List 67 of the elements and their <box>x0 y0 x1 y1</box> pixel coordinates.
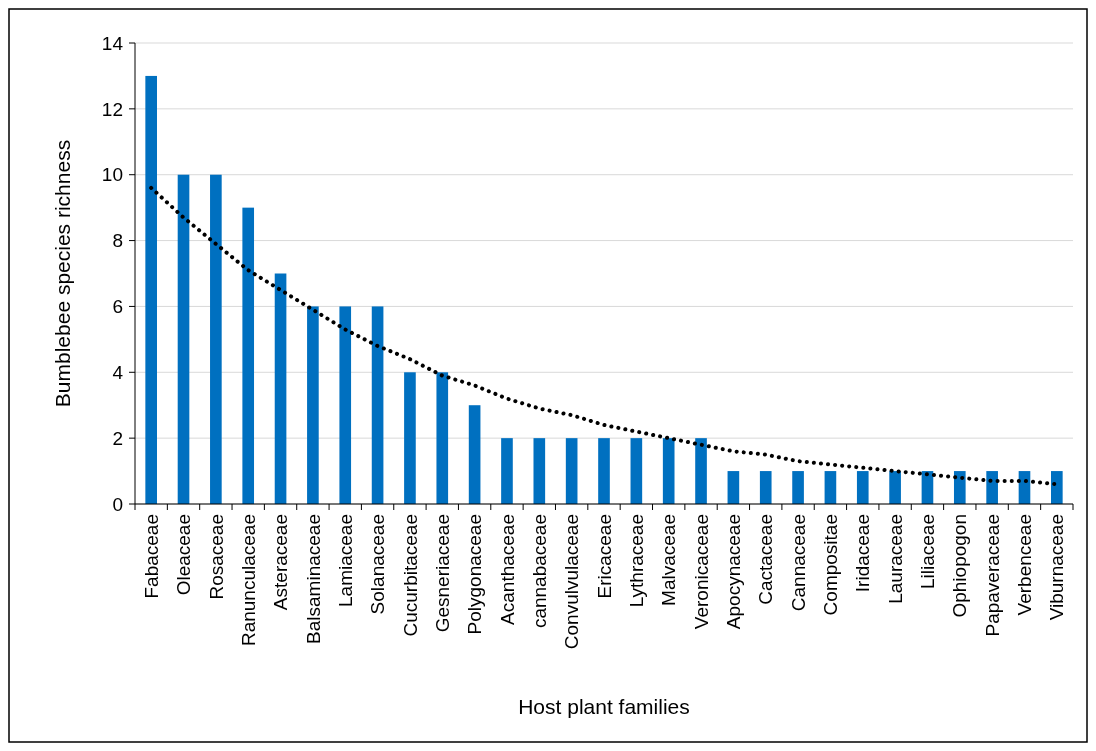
y-tick-label: 0 <box>112 493 123 515</box>
bar <box>371 306 384 504</box>
line-series <box>149 185 1059 487</box>
bar <box>501 438 513 504</box>
x-tick-label: Papaveraceae <box>981 514 1003 637</box>
x-tick-label: Asteraceae <box>270 514 292 611</box>
bar <box>598 438 610 504</box>
x-tick-label: Fabaceae <box>140 514 162 599</box>
x-tick-label: Gesneriaceae <box>431 514 453 633</box>
bar <box>695 438 707 504</box>
x-tick-label: Ophiopogon <box>949 514 971 618</box>
bar <box>856 471 869 504</box>
x-axis-title: Host plant families <box>518 695 690 718</box>
x-tick-label: Cactaceae <box>755 514 777 605</box>
bar <box>759 471 772 504</box>
bar <box>630 438 643 504</box>
bar <box>242 207 255 504</box>
x-tick-label: Ericaceae <box>593 514 615 599</box>
y-tick-label: 14 <box>101 32 124 54</box>
bar <box>339 306 352 504</box>
bar <box>889 471 901 504</box>
bar <box>177 174 190 504</box>
bar <box>953 471 966 504</box>
x-tick-label: Compositae <box>820 514 842 616</box>
bar <box>307 306 319 504</box>
bar <box>210 174 222 504</box>
y-tick-label: 2 <box>112 427 123 449</box>
x-tick-label: Veronicaceae <box>690 514 712 630</box>
bar <box>468 405 481 504</box>
bar <box>824 471 837 504</box>
bar <box>145 75 157 504</box>
x-tick-label: Cucurbitaceae <box>399 514 421 637</box>
bar <box>986 471 998 504</box>
x-tick-label: Lamiaceae <box>334 514 356 607</box>
bar <box>533 438 546 504</box>
bar <box>274 273 287 504</box>
x-tick-label: Verbenceae <box>1014 514 1036 616</box>
x-tick-label: Lauraceae <box>884 514 906 604</box>
x-tick-label: Rosaceae <box>205 514 227 600</box>
y-tick-label: 4 <box>112 361 124 383</box>
bar <box>436 372 449 504</box>
bar <box>565 438 578 504</box>
bar <box>727 471 740 504</box>
y-tick-label: 6 <box>112 296 123 318</box>
y-axis-title: Bumblebee species richness <box>51 139 74 408</box>
x-tick-label: Apocynaceae <box>723 514 745 630</box>
x-tick-label: Balsaminaceae <box>302 514 324 644</box>
y-tick-label: 12 <box>101 98 123 120</box>
x-tick-label: Polygonaceae <box>464 514 486 635</box>
y-tick-label: 8 <box>112 230 123 252</box>
bar <box>404 372 416 504</box>
x-tick-label: Convulvulaceae <box>561 514 583 650</box>
x-tick-label: Acanthaceae <box>496 514 518 625</box>
y-tick-label: 10 <box>101 164 123 186</box>
x-tick-label: Malvaceae <box>658 514 680 606</box>
x-tick-label: Viburnaceae <box>1046 514 1068 621</box>
x-tick-label: Lythraceae <box>625 514 647 608</box>
x-tick-label: Cannaceae <box>787 514 809 612</box>
bar <box>792 471 804 504</box>
bar <box>662 438 675 504</box>
x-tick-label: cannabaceae <box>528 514 550 629</box>
x-tick-label: Iridaceae <box>852 514 874 593</box>
x-tick-label: Solanaceae <box>367 514 389 615</box>
bar <box>1051 471 1063 504</box>
x-tick-label: Liliaceae <box>917 514 939 589</box>
x-tick-label: Oleaceae <box>173 514 195 596</box>
x-tick-label: Ranunculaceae <box>237 514 259 647</box>
